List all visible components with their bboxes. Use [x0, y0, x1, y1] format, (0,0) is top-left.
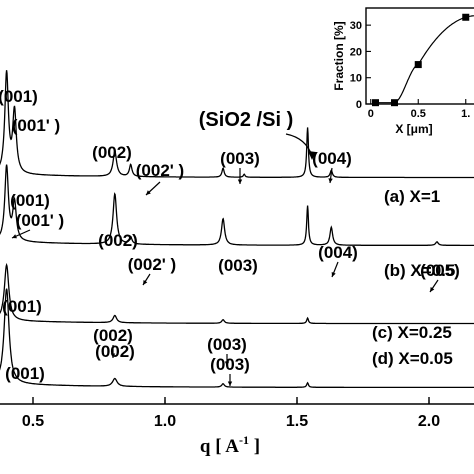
- inset-data-point: [372, 99, 379, 107]
- inset-y-tick-label: 10: [350, 73, 362, 85]
- series-label: (c) X=0.25: [372, 323, 452, 342]
- annotation-arrowhead: [143, 280, 148, 285]
- peak-label: (002): [95, 342, 135, 361]
- annotation-arrowhead: [146, 190, 151, 195]
- peak-label: (001' ): [16, 211, 64, 230]
- inset-y-tick-label: 0: [356, 99, 362, 111]
- inset-x-tick-label: 0.5: [411, 108, 426, 120]
- peak-label: (001' ): [12, 116, 60, 135]
- inset-x-axis-title: X [μm]: [395, 122, 432, 136]
- annotation-arrowhead: [328, 178, 333, 183]
- peak-label: (003): [210, 355, 250, 374]
- peak-label: (005): [420, 261, 460, 280]
- inset-x-tick-label: 1.: [461, 108, 470, 120]
- peak-label: (004): [312, 149, 352, 168]
- x-tick-label: 1.0: [154, 413, 176, 430]
- x-tick-label: 2.0: [418, 413, 440, 430]
- annotation-arrowhead: [224, 361, 230, 366]
- substrate-arrowhead: [308, 151, 316, 160]
- main-plot: 0.5 1.0 1.5 2.0q [ A-1 ](a) X=1(b) X=0.5(c)…: [0, 70, 474, 457]
- series-label: (b) X=0.5: [384, 261, 455, 280]
- peak-label: (003): [220, 149, 260, 168]
- peak-label: (002): [98, 231, 138, 250]
- peak-label: (001): [2, 297, 42, 316]
- series-line: [0, 262, 474, 325]
- peak-label: (001): [0, 87, 38, 106]
- inset-frame: [365, 7, 474, 105]
- inset-data-point: [462, 13, 470, 21]
- annotation-arrowhead: [430, 287, 435, 292]
- annotation-arrowhead: [110, 353, 116, 358]
- inset-data-point: [391, 99, 398, 107]
- annotation-arrowhead: [227, 381, 233, 386]
- inset-x-tick-label: 0: [368, 108, 374, 120]
- peak-label: (001): [5, 364, 45, 383]
- peak-label: (004): [318, 243, 358, 262]
- peak-label: (002' ): [136, 161, 184, 180]
- peak-label: (001): [10, 191, 50, 210]
- annotation-arrowhead: [237, 179, 243, 184]
- series-label: (a) X=1: [384, 187, 440, 206]
- series-line: [0, 288, 474, 389]
- inset-data-point: [414, 61, 422, 69]
- peak-label: (003): [218, 256, 258, 275]
- x-tick-label: 0.5: [22, 413, 44, 430]
- peak-label: (003): [207, 335, 247, 354]
- x-axis-title: q [ A-1 ]: [200, 433, 260, 457]
- annotation-arrowhead: [12, 234, 17, 239]
- x-tick-label: 1.5: [286, 413, 308, 430]
- peak-label: (002): [93, 326, 133, 345]
- series-line: [0, 70, 474, 179]
- annotation-arrowhead: [331, 272, 336, 277]
- substrate-label: (SiO2 /Si ): [199, 109, 293, 131]
- peak-label: (002' ): [128, 255, 176, 274]
- inset-plot: 0 10 20 30 0 0.5 1. Fraction [%] X [μm]: [332, 7, 474, 136]
- inset-y-tick-label: 20: [350, 46, 362, 58]
- inset-y-tick-label: 30: [350, 20, 362, 32]
- inset-y-axis-title: Fraction [%]: [332, 21, 346, 90]
- series-label: (d) X=0.05: [372, 349, 453, 368]
- series-line: [0, 164, 474, 247]
- peak-label: (002): [92, 143, 132, 162]
